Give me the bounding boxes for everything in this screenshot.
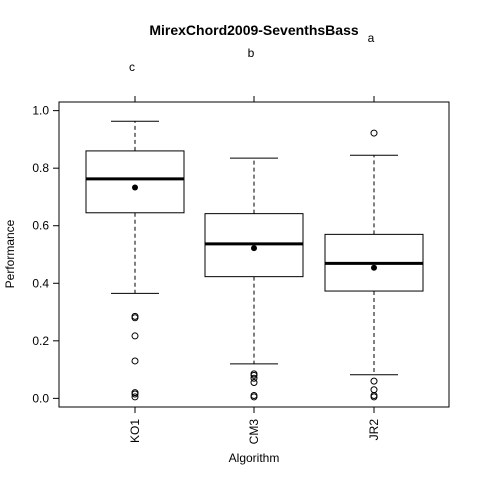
outlier-point — [131, 390, 139, 398]
y-tick-label: 0.4 — [32, 276, 49, 290]
y-tick-label: 0.2 — [32, 334, 49, 348]
outlier-point — [131, 314, 139, 322]
y-axis-label: Performance — [3, 219, 17, 288]
x-tick-label-jr2: JR2 — [367, 419, 381, 441]
y-tick-label: 1.0 — [32, 104, 49, 118]
group-letter-jr2: a — [368, 31, 375, 45]
outlier-point — [250, 379, 258, 387]
mean-point — [371, 264, 377, 271]
mean-point — [132, 184, 138, 191]
chart-title: MirexChord2009-SeventhsBass — [149, 22, 359, 38]
outlier-point — [370, 129, 378, 137]
plot-area: 0.0 0.2 0.4 0.6 0.8 1.0 KO1 c CM3 b JR2 a — [32, 31, 450, 445]
outlier-point — [250, 393, 258, 401]
outlier-point — [370, 386, 378, 394]
outlier-point — [131, 393, 139, 401]
outlier-point — [250, 371, 258, 379]
outlier-point — [250, 374, 258, 382]
outlier-point — [131, 357, 139, 365]
box-ko1 — [85, 150, 185, 214]
group-letter-ko1: c — [129, 60, 135, 74]
y-tick-label: 0.6 — [32, 219, 49, 233]
x-tick-label-cm3: CM3 — [247, 419, 261, 445]
outlier-point — [370, 377, 378, 385]
group-letter-cm3: b — [248, 46, 255, 60]
outlier-point — [131, 332, 139, 340]
y-tick-label: 0.8 — [32, 161, 49, 175]
x-tick-label-ko1: KO1 — [128, 419, 142, 443]
mean-point — [251, 245, 257, 252]
outlier-point — [370, 393, 378, 401]
y-tick-label: 0.0 — [32, 391, 49, 405]
x-axis-label: Algorithm — [229, 451, 280, 465]
